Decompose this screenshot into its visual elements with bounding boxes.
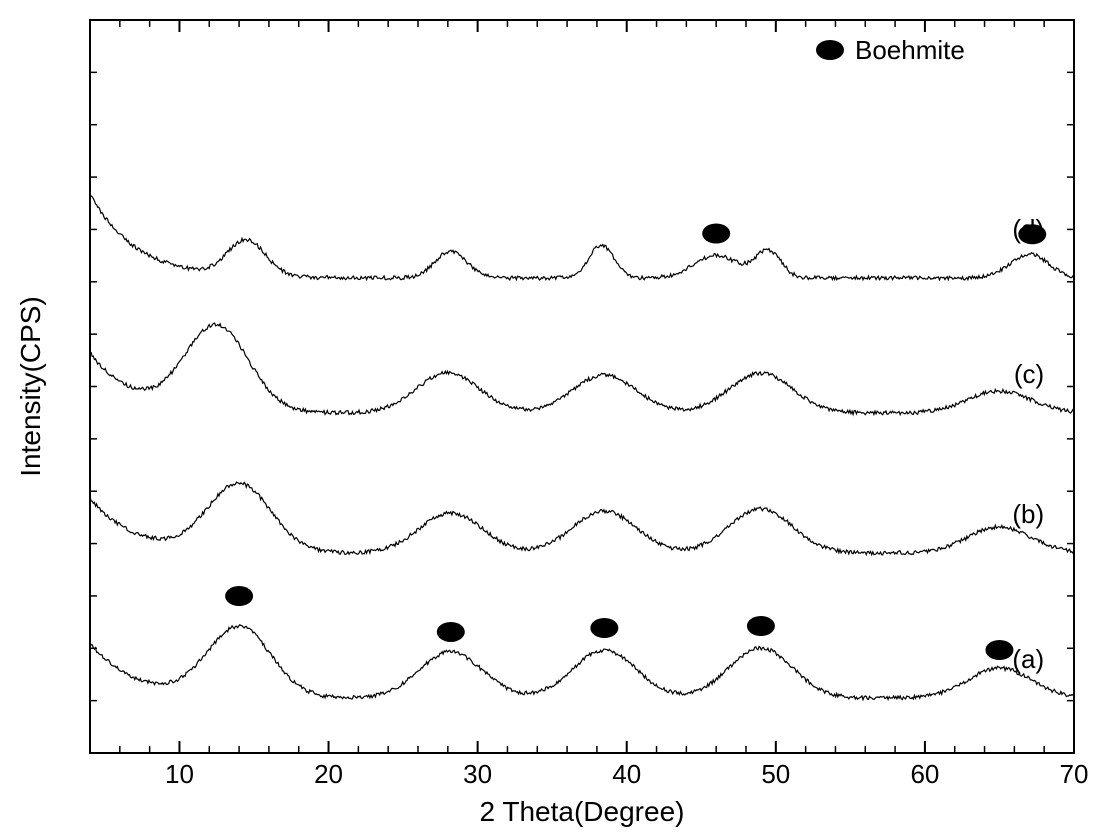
series-label-b: (b) [1012, 499, 1044, 529]
x-tick-label: 10 [165, 759, 194, 789]
boehmite-marker-icon [985, 640, 1013, 660]
x-axis: 10 20 30 40 50 60 70 [90, 20, 1088, 789]
legend: Boehmite [816, 35, 965, 65]
legend-marker-icon [816, 40, 844, 60]
series-label-c: (c) [1014, 359, 1044, 389]
x-tick-label: 60 [910, 759, 939, 789]
xrd-chart: 10 20 30 40 50 60 70 (a) (b) (c) (d) Boehmite 2 T… [0, 0, 1094, 833]
plot-frame [90, 20, 1074, 753]
series-label-d: (d) [1012, 214, 1044, 244]
x-tick-label: 30 [463, 759, 492, 789]
x-tick-label: 70 [1060, 759, 1089, 789]
x-tick-label: 50 [761, 759, 790, 789]
xrd-series-c [90, 323, 1074, 415]
series-group [90, 193, 1074, 699]
boehmite-marker-icon [437, 622, 465, 642]
x-axis-label: 2 Theta(Degree) [480, 796, 685, 827]
legend-label: Boehmite [855, 35, 965, 65]
boehmite-marker-icon [747, 616, 775, 636]
x-tick-label: 40 [612, 759, 641, 789]
xrd-series-b [90, 482, 1074, 555]
y-axis-label: Intensity(CPS) [15, 296, 46, 477]
boehmite-marker-icon [702, 223, 730, 243]
x-tick-label: 20 [314, 759, 343, 789]
series-label-a: (a) [1012, 644, 1044, 674]
boehmite-marker-icon [590, 618, 618, 638]
series-labels: (a) (b) (c) (d) [1012, 214, 1044, 674]
xrd-series-a [90, 625, 1074, 700]
boehmite-marker-icon [225, 586, 253, 606]
peak-markers [225, 223, 1046, 660]
xrd-series-d [90, 193, 1074, 280]
